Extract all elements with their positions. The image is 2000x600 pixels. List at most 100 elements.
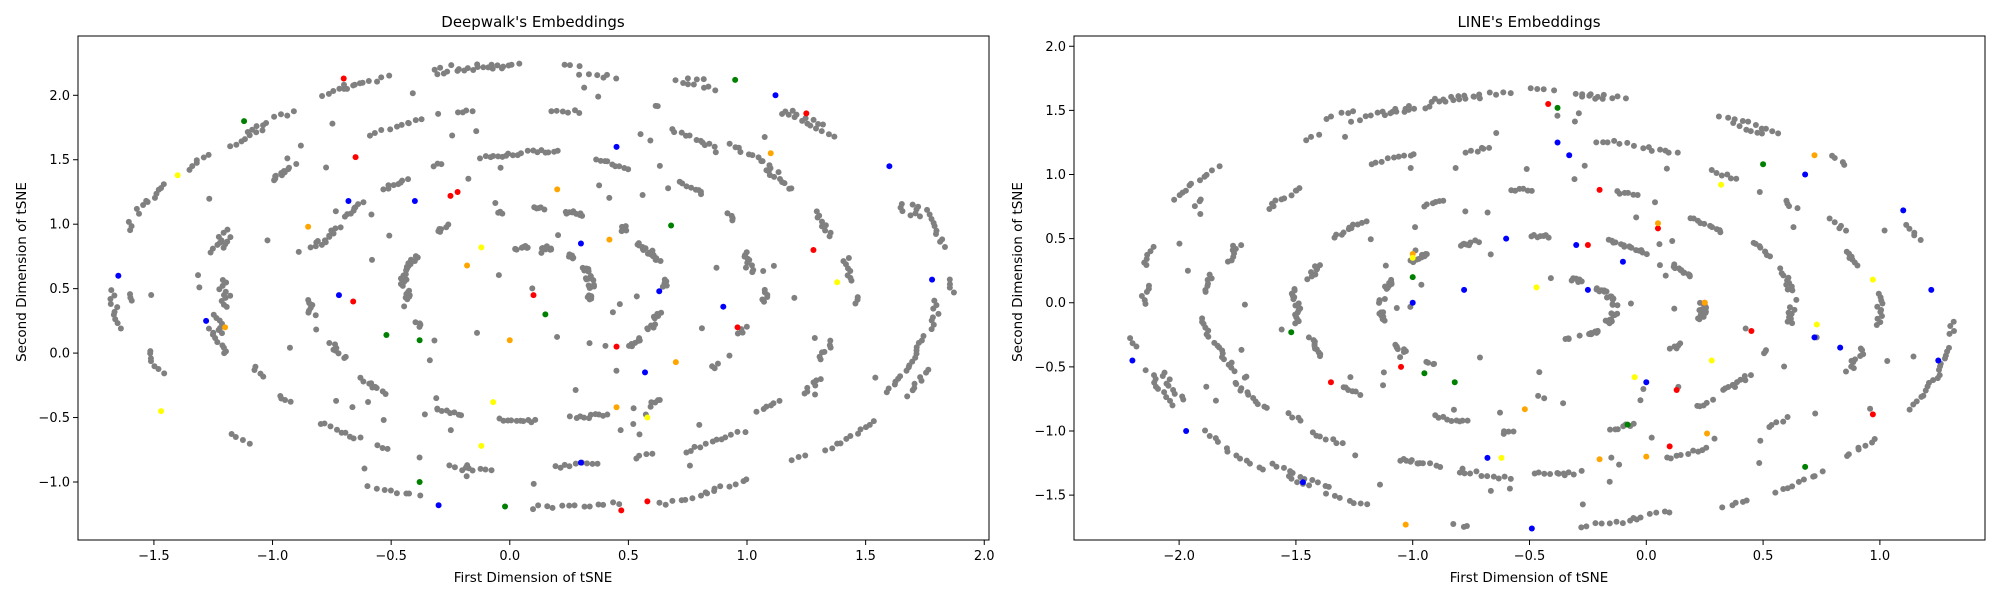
scatter-point <box>813 377 820 384</box>
scatter-point <box>477 465 484 472</box>
scatter-point <box>812 391 819 398</box>
blue-scatter-point <box>203 317 210 324</box>
scatter-point <box>1606 478 1613 485</box>
scatter-point <box>702 440 709 447</box>
scatter-point <box>760 267 767 274</box>
scatter-point <box>1605 236 1612 243</box>
scatter-point <box>1367 112 1374 119</box>
scatter-point <box>1551 87 1558 94</box>
scatter-point <box>287 398 294 405</box>
scatter-point <box>1171 390 1178 397</box>
scatter-point <box>571 502 578 509</box>
line-x-axis-label: First Dimension of tSNE <box>1450 570 1609 586</box>
orange-scatter-point <box>305 223 312 230</box>
scatter-point <box>336 85 343 92</box>
scatter-point <box>223 303 230 310</box>
scatter-point <box>530 480 537 487</box>
scatter-point <box>616 301 623 308</box>
scatter-point <box>218 330 225 337</box>
scatter-point <box>920 332 927 339</box>
scatter-point <box>487 154 494 161</box>
blue-scatter-point <box>1802 171 1809 178</box>
scatter-point <box>462 464 469 471</box>
deepwalk-x-tick-label: −0.5 <box>375 549 407 564</box>
scatter-point <box>1127 335 1134 342</box>
scatter-point <box>405 119 412 126</box>
scatter-point <box>1737 376 1744 383</box>
scatter-point <box>946 281 953 288</box>
scatter-point <box>587 411 594 418</box>
scatter-point <box>678 129 685 136</box>
scatter-point <box>1381 295 1388 302</box>
scatter-point <box>1395 153 1402 160</box>
scatter-point <box>844 272 851 279</box>
scatter-point <box>161 370 168 377</box>
scatter-point <box>617 427 624 434</box>
scatter-point <box>495 153 502 160</box>
scatter-point <box>583 460 590 467</box>
scatter-point <box>365 398 372 405</box>
scatter-point <box>549 504 556 511</box>
scatter-point <box>1457 242 1464 249</box>
scatter-point <box>455 66 462 73</box>
scatter-point <box>700 76 707 83</box>
scatter-point <box>925 366 932 373</box>
scatter-point <box>1163 394 1170 401</box>
scatter-point <box>1690 447 1697 454</box>
scatter-point <box>1214 438 1221 445</box>
scatter-point <box>1547 471 1554 478</box>
scatter-point <box>1308 133 1315 140</box>
scatter-point <box>717 483 724 490</box>
red-scatter-point <box>454 188 461 195</box>
scatter-point <box>431 337 438 344</box>
scatter-point <box>342 429 349 436</box>
scatter-point <box>1259 466 1266 473</box>
scatter-point <box>1176 192 1183 199</box>
scatter-point <box>1220 356 1227 363</box>
scatter-point <box>1645 144 1652 151</box>
scatter-point <box>530 506 537 513</box>
scatter-point <box>564 109 571 116</box>
scatter-point <box>687 447 694 454</box>
scatter-point <box>1393 304 1400 311</box>
scatter-point <box>1171 196 1178 203</box>
scatter-point <box>1484 473 1491 480</box>
red-scatter-point <box>1748 327 1755 334</box>
scatter-point <box>539 245 546 252</box>
scatter-point <box>713 264 720 271</box>
scatter-point <box>1345 226 1352 233</box>
green-scatter-point <box>416 337 423 344</box>
scatter-point <box>1357 392 1364 399</box>
scatter-point <box>1674 149 1681 156</box>
scatter-point <box>1142 300 1149 307</box>
scatter-point <box>870 418 877 425</box>
scatter-point <box>1425 359 1432 366</box>
scatter-point <box>1331 234 1338 241</box>
scatter-point <box>1362 113 1369 120</box>
scatter-point <box>1289 414 1296 421</box>
scatter-point <box>804 120 811 127</box>
scatter-point <box>1316 433 1323 440</box>
scatter-point <box>924 206 931 213</box>
scatter-point <box>360 378 367 385</box>
scatter-point <box>1785 309 1792 316</box>
scatter-point <box>233 141 240 148</box>
red-scatter-point <box>352 154 359 161</box>
scatter-point <box>1786 304 1793 311</box>
scatter-point <box>946 276 953 283</box>
scatter-point <box>463 473 470 480</box>
scatter-point <box>1497 409 1504 416</box>
scatter-point <box>688 184 695 191</box>
scatter-point <box>1614 310 1621 317</box>
scatter-point <box>514 152 521 159</box>
scatter-point <box>1238 242 1245 249</box>
scatter-point <box>1547 275 1554 282</box>
scatter-point <box>1871 436 1878 443</box>
scatter-point <box>712 87 719 94</box>
scatter-point <box>459 109 466 116</box>
scatter-point <box>1352 452 1359 459</box>
scatter-point <box>1263 404 1270 411</box>
scatter-point <box>1614 93 1621 100</box>
orange-scatter-point <box>672 359 679 366</box>
